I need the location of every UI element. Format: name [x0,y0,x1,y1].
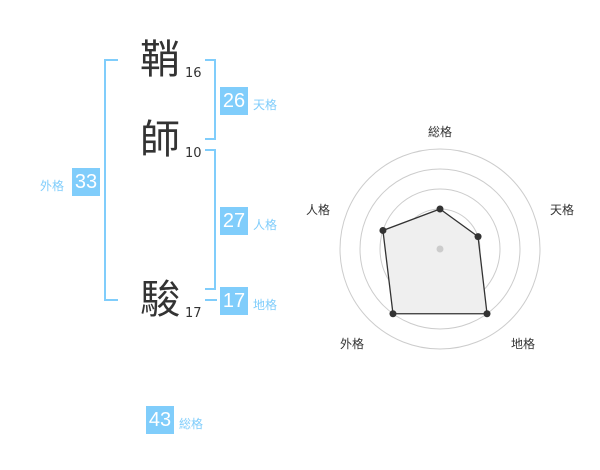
radar-point [379,226,387,234]
jinkaku-bracket [205,149,216,290]
radar-label-tenkaku: 天格 [550,203,575,217]
stroke-count-1: 16 [185,66,202,81]
name-char-1: 鞘 [140,37,180,83]
soukaku-label: 総格 [179,417,204,431]
stroke-count-2: 10 [185,146,202,161]
jinkaku-label: 人格 [253,218,278,232]
gaikaku-value: 33 [72,168,100,196]
radar-label-soukaku: 総格 [428,125,453,139]
tenkaku-label: 天格 [253,98,278,112]
radar-ring [359,168,521,330]
soukaku-value: 43 [146,406,174,434]
radar-label-jinkaku: 人格 [306,203,331,217]
jinkaku-value: 27 [220,207,248,235]
radar-point [436,205,444,213]
radar-label-gaikaku: 外格 [340,337,365,351]
chikaku-connector [205,299,217,301]
radar-polygon [382,208,488,315]
chikaku-label: 地格 [253,298,278,312]
gaikaku-bracket [104,59,118,301]
radar-point [389,310,397,318]
tenkaku-value: 26 [220,87,248,115]
name-char-3: 駿 [140,277,180,323]
radar-center [436,245,444,253]
radar-point [474,233,482,241]
stroke-count-3: 17 [185,306,202,321]
chikaku-value: 17 [220,287,248,315]
radar-ring [339,148,541,350]
gaikaku-label: 外格 [40,179,65,193]
radar-label-chikaku: 地格 [511,337,536,351]
radar-point [483,310,491,318]
tenkaku-bracket [205,59,216,140]
name-char-2: 師 [140,117,180,163]
